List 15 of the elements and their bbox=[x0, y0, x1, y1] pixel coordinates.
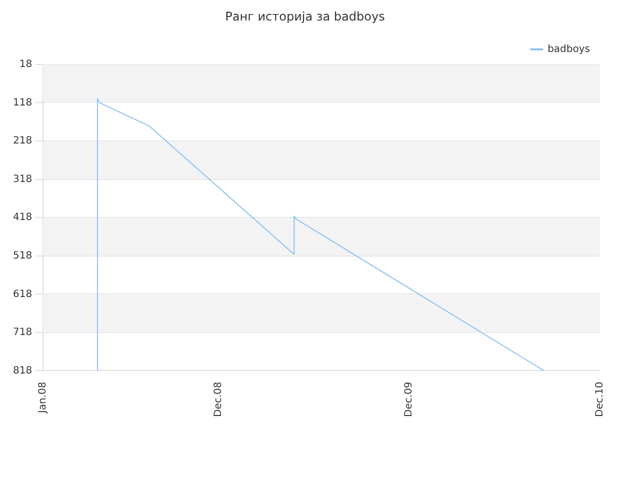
x-tick-label: Jan.08 bbox=[38, 382, 49, 414]
y-tick-label: 218 bbox=[12, 136, 32, 147]
y-tick-label: 18 bbox=[19, 58, 32, 70]
legend-label: badboys bbox=[548, 44, 590, 55]
x-tick-label: Dec.08 bbox=[212, 382, 224, 418]
x-tick-label: Dec.09 bbox=[404, 382, 415, 418]
y-tick-label: 518 bbox=[12, 250, 32, 262]
y-tick-label: 318 bbox=[12, 174, 32, 185]
y-tick-label: 718 bbox=[12, 327, 32, 338]
y-tick-label: 818 bbox=[12, 365, 32, 376]
y-tick-label: 418 bbox=[12, 212, 32, 224]
y-tick-label: 618 bbox=[12, 288, 32, 300]
x-tick-label: Dec.10 bbox=[594, 382, 606, 418]
chart-title: Ранг историја за badboys bbox=[225, 9, 385, 24]
y-tick-label: 118 bbox=[12, 97, 32, 108]
